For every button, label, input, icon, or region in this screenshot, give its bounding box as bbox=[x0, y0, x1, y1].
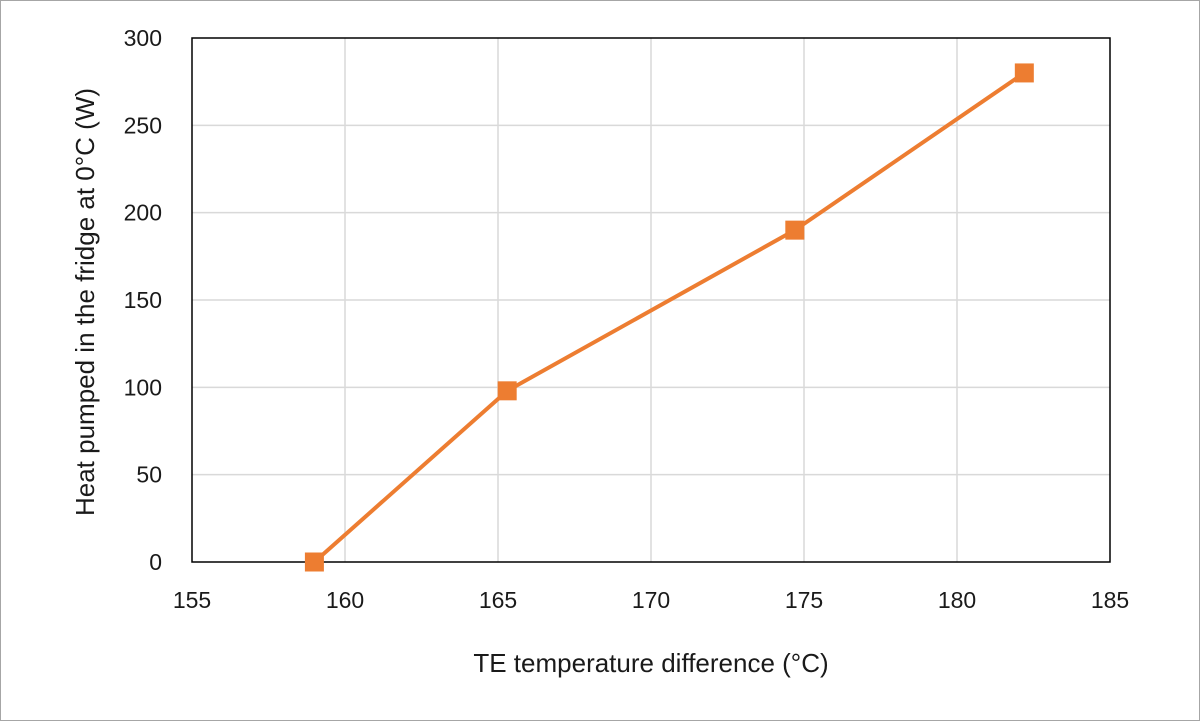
y-tick-label: 0 bbox=[149, 549, 162, 575]
x-tick-label: 180 bbox=[938, 587, 976, 613]
y-tick-label: 300 bbox=[124, 25, 162, 51]
y-tick-label: 100 bbox=[124, 374, 162, 400]
x-axis-title: TE temperature difference (°C) bbox=[473, 648, 828, 678]
plot-area-border bbox=[191, 37, 1111, 563]
x-tick-label: 160 bbox=[326, 587, 364, 613]
y-tick-label: 50 bbox=[136, 462, 162, 488]
y-tick-label: 200 bbox=[124, 200, 162, 226]
data-point-marker bbox=[1014, 63, 1034, 83]
x-tick-label: 170 bbox=[632, 587, 670, 613]
x-tick-label: 155 bbox=[173, 587, 211, 613]
y-axis-title: Heat pumped in the fridge at 0°C (W) bbox=[70, 88, 100, 516]
data-point-marker bbox=[785, 220, 805, 240]
x-tick-label: 175 bbox=[785, 587, 823, 613]
series-layer bbox=[304, 63, 1034, 572]
y-tick-label: 250 bbox=[124, 112, 162, 138]
data-point-marker bbox=[497, 381, 517, 401]
y-tick-label: 150 bbox=[124, 287, 162, 313]
tick-labels: 155 160 165 170 175 180 185 0 50 100 150 200 250 300 bbox=[124, 25, 1130, 613]
data-point-marker bbox=[304, 552, 324, 572]
x-tick-label: 165 bbox=[479, 587, 517, 613]
x-tick-label: 185 bbox=[1091, 587, 1129, 613]
series-line bbox=[313, 71, 1026, 564]
gridlines bbox=[192, 38, 1110, 562]
